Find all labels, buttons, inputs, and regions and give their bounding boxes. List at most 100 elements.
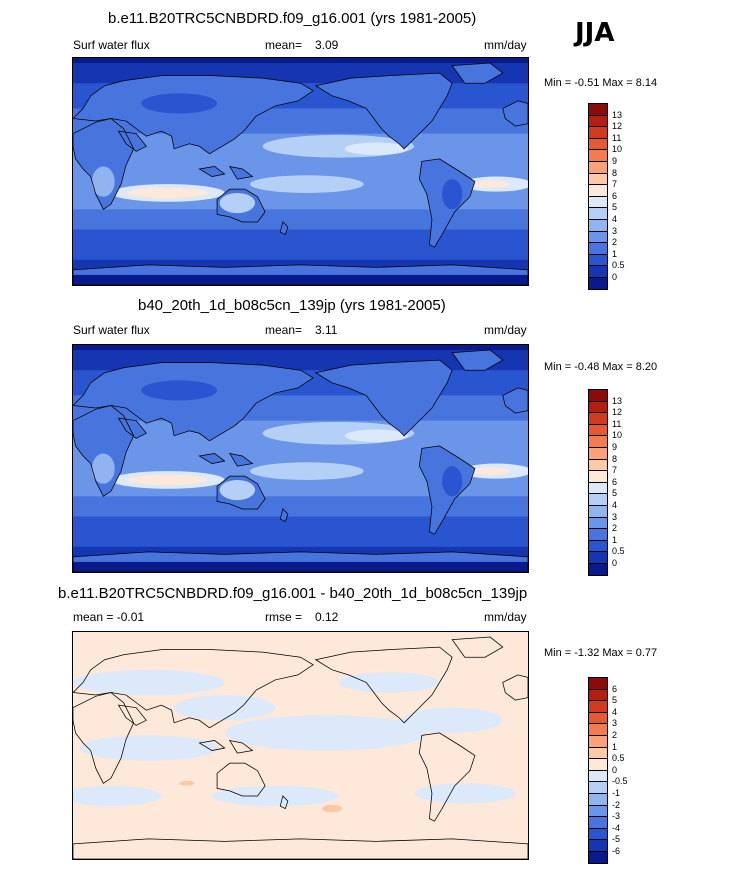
colorbar-label: 9: [612, 156, 618, 166]
coastline: [198, 453, 226, 464]
colorbar-swatch: [588, 242, 608, 254]
colorbar-swatch: [588, 219, 608, 231]
coastline: [228, 452, 254, 467]
panel-2-units: mm/day: [484, 323, 527, 337]
colorbar-label: 0: [612, 764, 618, 775]
colorbar-swatch: [588, 400, 608, 413]
panel-2-mean-value: 3.11: [315, 323, 338, 337]
land-fill: [73, 405, 134, 497]
panel-3-rmse-value: 0.12: [315, 610, 339, 624]
polar-band: [73, 345, 528, 351]
panel-3-map-svg: [73, 632, 528, 859]
coastline: [73, 405, 135, 497]
land-detail: [91, 166, 115, 197]
colorbar-swatch: [588, 539, 608, 552]
panel-1-variable-label: Surf water flux: [73, 38, 150, 52]
colorbar-swatch: [588, 723, 608, 735]
panel-3-units: mm/day: [484, 610, 527, 624]
colorbar-swatch: [588, 781, 608, 793]
land-fill: [73, 75, 314, 154]
colorbar-swatch: [588, 769, 608, 782]
colorbar-label: -0.5: [612, 776, 628, 787]
colorbar-label: 2: [612, 730, 618, 740]
colorbar-label: 13: [612, 109, 623, 120]
land-detail: [141, 93, 218, 114]
land-fill: [118, 131, 147, 152]
colorbar-label: 1: [612, 534, 618, 545]
land-fill: [73, 362, 314, 441]
colorbar-swatch: [588, 700, 608, 712]
colorbar-swatch: [588, 149, 608, 161]
coastline: [216, 475, 266, 510]
coastline: [117, 417, 147, 439]
coastline: [451, 636, 504, 658]
colorbar-swatch: [588, 735, 608, 747]
colorbar-swatch: [588, 207, 608, 219]
colorbar-label: 6: [612, 190, 618, 201]
land-fill: [73, 118, 134, 210]
colorbar-swatch: [588, 804, 608, 817]
colorbar-swatch: [588, 253, 608, 266]
colorbar-swatch: [588, 172, 608, 185]
polar-band: [73, 274, 528, 285]
panel-2-minmax: Min = -0.48 Max = 8.20: [544, 361, 658, 373]
coastline: [216, 188, 266, 223]
colorbar-swatch: [588, 423, 608, 436]
season-label: JJA: [575, 18, 615, 48]
panel-1-map: [72, 57, 529, 286]
colorbar-swatch: [588, 137, 608, 150]
diff-negative: [224, 715, 427, 751]
colorbar-label: 0.5: [612, 753, 625, 764]
colorbar-label: 3: [612, 718, 618, 729]
band-npac-core: [344, 429, 408, 443]
panel-1-title: b.e11.B20TRC5CNBDRD.f09_g16.001 (yrs 198…: [108, 10, 477, 27]
coastline: [73, 362, 314, 442]
diff-negative: [73, 669, 225, 696]
colorbar-label: 10: [612, 430, 623, 441]
colorbar-swatch: [588, 114, 608, 127]
coastline: [198, 740, 226, 751]
colorbar-swatch: [588, 493, 608, 505]
coastline: [418, 732, 476, 822]
colorbar-swatch: [588, 126, 608, 138]
colorbar-swatch: [588, 851, 608, 864]
panel-3-minmax: Min = -1.32 Max = 0.77: [544, 647, 658, 659]
colorbar-swatch: [588, 470, 608, 482]
colorbar-label: 0: [612, 272, 618, 282]
coastline: [314, 646, 453, 724]
colorbar-swatch: [588, 688, 608, 701]
panel-1-map-svg: [73, 58, 528, 285]
colorbar-swatch: [588, 458, 608, 471]
colorbar-swatch: [588, 195, 608, 208]
colorbar-swatch: [588, 839, 608, 851]
colorbar-label: -6: [612, 846, 621, 856]
coastline: [73, 264, 528, 285]
colorbar-label: 7: [612, 465, 618, 476]
colorbar-swatch: [588, 184, 608, 196]
coastline: [502, 674, 528, 701]
colorbar-label: 11: [612, 132, 622, 143]
colorbar-swatch: [588, 277, 608, 290]
colorbar-label: 5: [612, 202, 618, 213]
colorbar-label: 1: [612, 248, 618, 259]
diff-negative: [174, 695, 276, 721]
coastline: [502, 387, 528, 414]
panel-1-mean-label: mean=: [265, 38, 303, 52]
colorbar-label: 0: [612, 558, 618, 568]
land-detail: [219, 479, 255, 501]
land-detail: [219, 192, 255, 214]
colorbar-swatch: [588, 516, 608, 529]
land-fill: [502, 100, 528, 127]
colorbar-label: 5: [612, 695, 618, 706]
panel-2-title: b40_20th_1d_b08c5cn_139jp (yrs 1981-2005…: [138, 297, 446, 314]
land-detail: [91, 453, 115, 484]
colorbar-label: 6: [612, 683, 618, 694]
high-indian-core: [127, 187, 209, 198]
colorbar-label: 2: [612, 523, 618, 534]
colorbar-label: 4: [612, 500, 618, 510]
coastline: [228, 739, 254, 754]
colorbar-label: 5: [612, 488, 618, 499]
colorbar-label: -5: [612, 834, 621, 845]
diff-negative: [414, 783, 516, 804]
panel-1-mean-value: 3.09: [315, 38, 339, 52]
